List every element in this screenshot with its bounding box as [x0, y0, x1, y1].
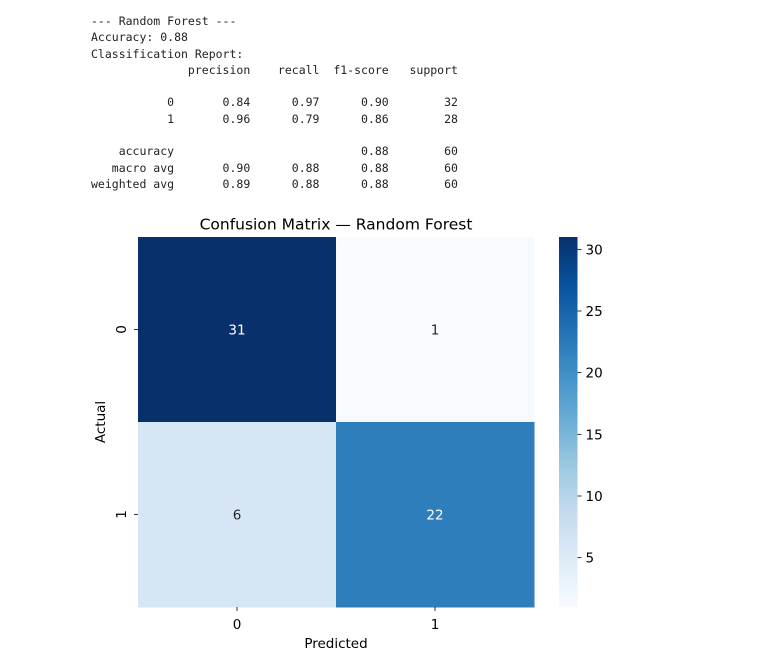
colorbar: 5 10 15 20 25 30	[559, 237, 603, 607]
colorbar-gradient	[559, 237, 578, 607]
report-line: 0 0.84 0.97 0.90 32	[91, 95, 458, 110]
chart-title: Confusion Matrix — Random Forest	[200, 216, 473, 234]
heatmap-cell-r1-c0	[138, 422, 337, 608]
report-line: precision recall f1-score support	[91, 62, 458, 77]
report-line: 1 0.96 0.79 0.86 28	[91, 111, 458, 126]
colorbar-tick-label: 10	[586, 489, 603, 505]
report-line: Accuracy: 0.88	[91, 30, 188, 45]
report-line: macro avg 0.90 0.88 0.88 60	[91, 160, 458, 175]
cell-annotation: 6	[233, 508, 242, 524]
heatmap-cells: 31 1 6 22	[138, 237, 535, 608]
colorbar-tick-label: 30	[586, 242, 603, 258]
y-tick-label: 1	[114, 510, 130, 519]
colorbar-tick-label: 15	[586, 427, 603, 443]
x-tick-label: 1	[431, 617, 440, 633]
report-line: Classification Report:	[91, 46, 244, 61]
report-line: accuracy 0.88 60	[91, 144, 458, 159]
y-tick-label: 0	[114, 325, 130, 334]
heatmap-axes: 0 1 0 1	[114, 325, 439, 633]
y-axis-label: Actual	[93, 401, 109, 443]
x-axis-label: Predicted	[304, 636, 367, 652]
heatmap-cell-r1-c1	[336, 422, 535, 608]
cell-annotation: 22	[426, 508, 443, 524]
report-line: --- Random Forest ---	[91, 14, 237, 28]
colorbar-tick-label: 20	[586, 366, 603, 382]
colorbar-tick-label: 5	[586, 551, 595, 567]
classification-report: --- Random Forest --- Accuracy: 0.88 Class…	[91, 13, 458, 192]
colorbar-tick-label: 25	[586, 304, 603, 320]
heatmap-cell-r0-c1	[336, 237, 535, 423]
heatmap-cell-r0-c0	[138, 237, 337, 423]
report-line: weighted avg 0.89 0.88 0.88 60	[91, 176, 458, 191]
cell-annotation: 31	[228, 323, 245, 339]
x-tick-label: 0	[233, 617, 242, 633]
cell-annotation: 1	[431, 323, 440, 339]
